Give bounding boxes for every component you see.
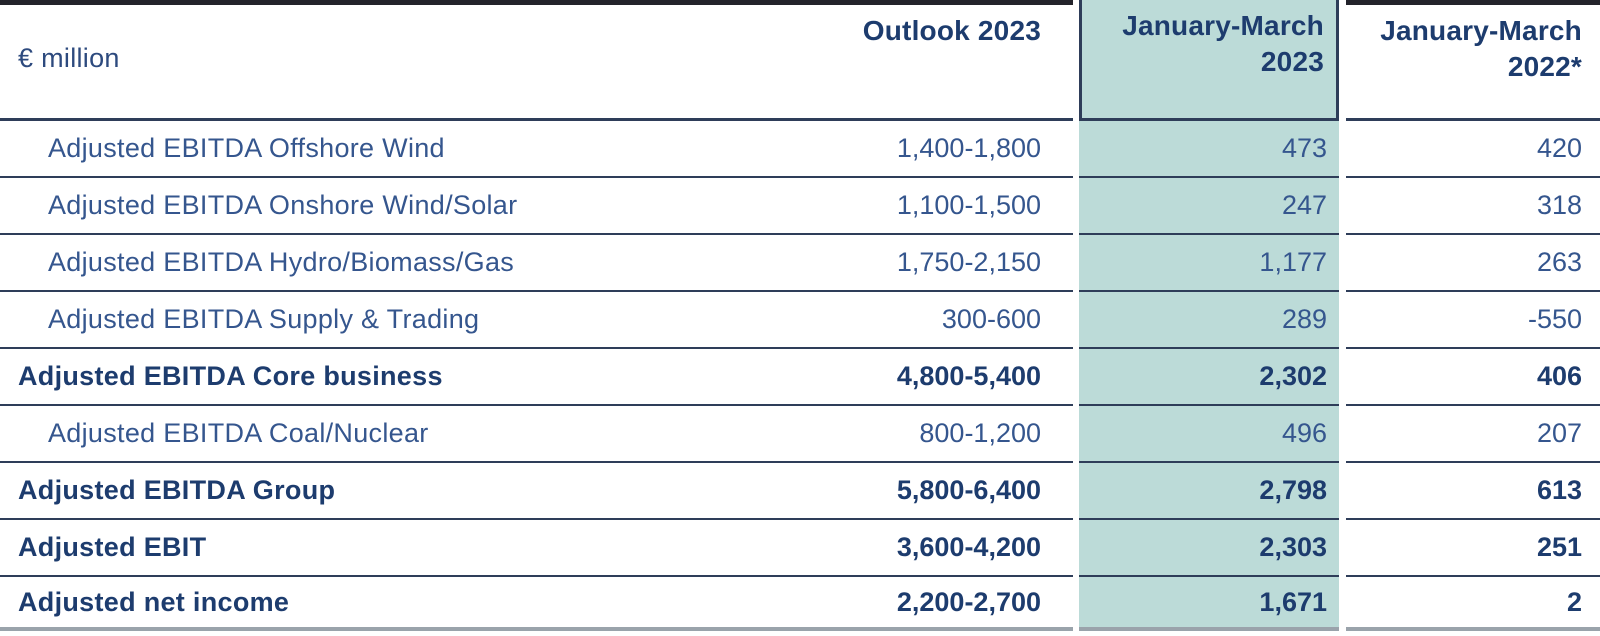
- jan-mar-2023-value: 247: [1281, 190, 1327, 220]
- row-label: Adjusted net income: [18, 586, 290, 617]
- jan-mar-2022-value: 263: [1536, 247, 1582, 277]
- row-block-main: Adjusted EBITDA Coal/Nuclear 800-1,200: [0, 406, 1073, 463]
- column-header-jan-mar-2023: January-March 2023: [1122, 10, 1324, 77]
- table-row: Adjusted EBITDA Core business 4,800-5,40…: [0, 349, 1600, 406]
- row-label: Adjusted EBITDA Onshore Wind/Solar: [48, 190, 518, 220]
- row-block-main: Adjusted EBITDA Core business 4,800-5,40…: [0, 349, 1073, 406]
- column-gap: [1339, 235, 1346, 292]
- jan-mar-2023-value: 2,798: [1259, 475, 1327, 505]
- jan-mar-2022-value: 406: [1536, 361, 1582, 391]
- outlook-value: 5,800-6,400: [896, 475, 1041, 505]
- table-header-row: € million Outlook 2023 January-March 202…: [0, 0, 1600, 121]
- table-row: Adjusted EBITDA Offshore Wind 1,400-1,80…: [0, 121, 1600, 178]
- row-block-2022: -550: [1346, 292, 1600, 349]
- row-block-main: Adjusted EBITDA Group 5,800-6,400: [0, 463, 1073, 520]
- column-gap: [1339, 0, 1346, 121]
- outlook-value: 1,750-2,150: [896, 247, 1041, 277]
- row-block-highlighted: 1,671: [1079, 577, 1339, 631]
- row-label: Adjusted EBITDA Coal/Nuclear: [48, 418, 429, 448]
- row-block-2022: 318: [1346, 178, 1600, 235]
- jan-mar-2023-value: 496: [1281, 418, 1327, 448]
- table-body: Adjusted EBITDA Offshore Wind 1,400-1,80…: [0, 121, 1600, 631]
- row-block-highlighted: 1,177: [1079, 235, 1339, 292]
- outlook-value: 1,100-1,500: [896, 190, 1041, 220]
- table-row: Adjusted EBIT 3,600-4,200 2,303 251: [0, 520, 1600, 577]
- table-row: Adjusted EBITDA Hydro/Biomass/Gas 1,750-…: [0, 235, 1600, 292]
- row-label: Adjusted EBIT: [18, 532, 207, 562]
- column-gap: [1339, 463, 1346, 520]
- outlook-value: 800-1,200: [919, 418, 1041, 448]
- column-gap: [1339, 121, 1346, 178]
- row-block-2022: 2: [1346, 577, 1600, 631]
- table-row: Adjusted EBITDA Supply & Trading 300-600…: [0, 292, 1600, 349]
- row-label: Adjusted EBITDA Supply & Trading: [48, 304, 480, 334]
- row-block-main: Adjusted EBIT 3,600-4,200: [0, 520, 1073, 577]
- table-row: Adjusted net income 2,200-2,700 1,671 2: [0, 577, 1600, 631]
- table-row: Adjusted EBITDA Group 5,800-6,400 2,798 …: [0, 463, 1600, 520]
- row-block-main: Adjusted EBITDA Hydro/Biomass/Gas 1,750-…: [0, 235, 1073, 292]
- header-block-2022: January-March 2022*: [1346, 0, 1600, 121]
- jan-mar-2022-value: 420: [1536, 133, 1582, 163]
- row-block-highlighted: 2,302: [1079, 349, 1339, 406]
- row-block-2022: 406: [1346, 349, 1600, 406]
- jan-mar-2022-value: 318: [1536, 190, 1582, 220]
- column-gap: [1339, 349, 1346, 406]
- row-label: Adjusted EBITDA Group: [18, 475, 336, 505]
- header-block-highlighted: January-March 2023: [1079, 0, 1339, 121]
- outlook-value: 1,400-1,800: [896, 133, 1041, 163]
- jan-mar-2022-value: 613: [1536, 475, 1582, 505]
- outlook-value: 3,600-4,200: [896, 532, 1041, 562]
- row-block-2022: 207: [1346, 406, 1600, 463]
- column-header-outlook-2023: Outlook 2023: [862, 15, 1041, 46]
- outlook-value: 2,200-2,700: [896, 586, 1041, 617]
- row-label: Adjusted EBITDA Offshore Wind: [48, 133, 445, 163]
- column-gap: [1339, 520, 1346, 577]
- column-gap: [1339, 406, 1346, 463]
- row-block-main: Adjusted EBITDA Supply & Trading 300-600: [0, 292, 1073, 349]
- jan-mar-2022-value: 2: [1566, 586, 1582, 617]
- column-gap: [1339, 178, 1346, 235]
- row-block-highlighted: 2,303: [1079, 520, 1339, 577]
- unit-label: € million: [18, 43, 120, 73]
- column-header-jan-mar-2022: January-March 2022*: [1380, 15, 1582, 82]
- header-block-main: € million Outlook 2023: [0, 0, 1073, 121]
- jan-mar-2022-value: 251: [1536, 532, 1582, 562]
- row-block-highlighted: 247: [1079, 178, 1339, 235]
- row-label: Adjusted EBITDA Hydro/Biomass/Gas: [48, 247, 515, 277]
- row-block-main: Adjusted EBITDA Onshore Wind/Solar 1,100…: [0, 178, 1073, 235]
- row-block-main: Adjusted EBITDA Offshore Wind 1,400-1,80…: [0, 121, 1073, 178]
- outlook-value: 4,800-5,400: [896, 361, 1041, 391]
- jan-mar-2023-value: 289: [1281, 304, 1327, 334]
- jan-mar-2022-value: -550: [1527, 304, 1582, 334]
- jan-mar-2023-value: 473: [1281, 133, 1327, 163]
- row-block-main: Adjusted net income 2,200-2,700: [0, 577, 1073, 631]
- table-row: Adjusted EBITDA Onshore Wind/Solar 1,100…: [0, 178, 1600, 235]
- jan-mar-2023-value: 1,177: [1259, 247, 1327, 277]
- row-label: Adjusted EBITDA Core business: [18, 361, 443, 391]
- row-block-2022: 251: [1346, 520, 1600, 577]
- row-block-2022: 420: [1346, 121, 1600, 178]
- outlook-value: 300-600: [941, 304, 1041, 334]
- jan-mar-2023-value: 2,302: [1259, 361, 1327, 391]
- column-gap: [1339, 577, 1346, 631]
- column-gap: [1339, 292, 1346, 349]
- jan-mar-2023-value: 2,303: [1259, 532, 1327, 562]
- row-block-highlighted: 289: [1079, 292, 1339, 349]
- row-block-highlighted: 473: [1079, 121, 1339, 178]
- row-block-2022: 263: [1346, 235, 1600, 292]
- jan-mar-2022-value: 207: [1536, 418, 1582, 448]
- row-block-2022: 613: [1346, 463, 1600, 520]
- row-block-highlighted: 2,798: [1079, 463, 1339, 520]
- table-row: Adjusted EBITDA Coal/Nuclear 800-1,200 4…: [0, 406, 1600, 463]
- jan-mar-2023-value: 1,671: [1259, 586, 1327, 617]
- row-block-highlighted: 496: [1079, 406, 1339, 463]
